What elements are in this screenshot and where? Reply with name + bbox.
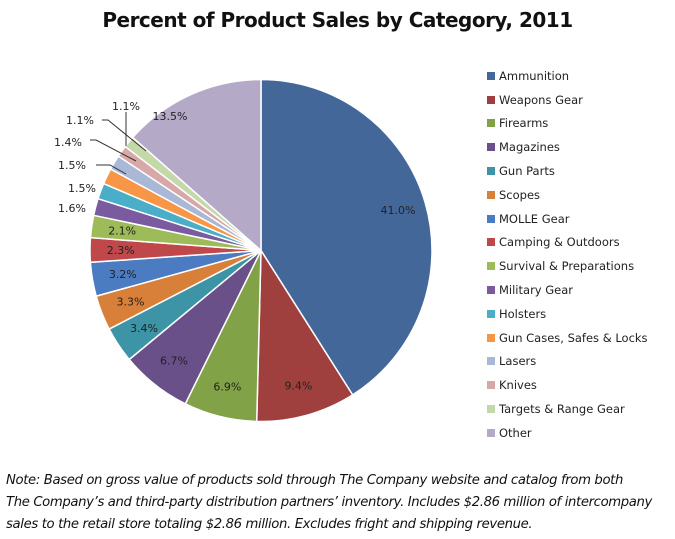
legend-label: Camping & Outdoors bbox=[499, 235, 620, 250]
legend-item-weapons-gear: Weapons Gear bbox=[487, 88, 648, 112]
legend-label: Ammunition bbox=[499, 68, 570, 83]
legend-label: Gun Parts bbox=[499, 164, 555, 179]
data-label-gun-cases-safes-and-locks: 1.5% bbox=[58, 159, 86, 172]
legend-item-lasers: Lasers bbox=[487, 350, 648, 374]
legend-item-camping-and-outdoors: Camping & Outdoors bbox=[487, 231, 648, 255]
data-label-knives: 1.1% bbox=[66, 114, 94, 127]
legend-label: Magazines bbox=[499, 140, 560, 155]
legend-item-military-gear: Military Gear bbox=[487, 278, 648, 302]
legend-label: Holsters bbox=[499, 306, 547, 321]
legend-item-other: Other bbox=[487, 421, 648, 445]
legend-swatch bbox=[487, 333, 495, 342]
data-label-firearms: 6.9% bbox=[213, 381, 241, 394]
legend-label: Firearms bbox=[499, 116, 549, 131]
legend-swatch bbox=[487, 143, 495, 152]
legend-swatch bbox=[487, 286, 495, 295]
legend-swatch bbox=[487, 71, 495, 80]
data-label-lasers: 1.4% bbox=[54, 136, 82, 149]
legend-item-magazines: Magazines bbox=[487, 135, 648, 159]
data-label-scopes: 3.3% bbox=[116, 296, 144, 309]
pie-slice-other bbox=[131, 78, 262, 253]
legend-swatch bbox=[487, 381, 495, 390]
footnote-line-3: sales to the retail store totaling $2.86… bbox=[6, 517, 533, 532]
legend-item-firearms: Firearms bbox=[487, 112, 648, 136]
leader-line-gun-cases-safes-and-locks bbox=[96, 164, 127, 175]
leader-line-knives bbox=[102, 119, 147, 152]
legend-swatch bbox=[487, 119, 495, 128]
data-label-gun-parts: 3.4% bbox=[130, 322, 158, 335]
legend-swatch bbox=[487, 357, 495, 366]
legend-item-survival-and-preparations: Survival & Preparations bbox=[487, 254, 648, 278]
legend-swatch bbox=[487, 190, 495, 199]
legend-swatch bbox=[487, 428, 495, 437]
legend-swatch bbox=[487, 214, 495, 223]
chart-title: Percent of Product Sales by Category, 20… bbox=[102, 8, 573, 32]
pie-slice-ammunition bbox=[260, 78, 433, 396]
pie-slice-weapons-gear bbox=[255, 248, 354, 423]
leader-line-lasers bbox=[90, 139, 137, 162]
data-label-other: 13.5% bbox=[153, 110, 188, 123]
legend-item-ammunition: Ammunition bbox=[487, 64, 648, 88]
legend-label: Other bbox=[499, 425, 532, 440]
legend-label: Lasers bbox=[499, 354, 537, 369]
data-label-camping-and-outdoors: 2.3% bbox=[107, 244, 135, 257]
legend-swatch bbox=[487, 238, 495, 247]
legend-label: Knives bbox=[499, 378, 537, 393]
legend-label: MOLLE Gear bbox=[499, 211, 570, 226]
legend-item-targets-and-range-gear: Targets & Range Gear bbox=[487, 397, 648, 421]
legend-item-knives: Knives bbox=[487, 373, 648, 397]
legend-item-holsters: Holsters bbox=[487, 302, 648, 326]
data-label-survival-and-preparations: 2.1% bbox=[108, 225, 136, 238]
footnote-line-1: Note: Based on gross value of products s… bbox=[6, 473, 623, 488]
legend-swatch bbox=[487, 309, 495, 318]
data-label-magazines: 6.7% bbox=[160, 354, 188, 367]
legend-label: Gun Cases, Safes & Locks bbox=[499, 330, 648, 345]
data-label-military-gear: 1.6% bbox=[58, 202, 86, 215]
footnote: Note: Based on gross value of products s… bbox=[6, 470, 652, 536]
data-label-molle-gear: 3.2% bbox=[109, 268, 137, 281]
legend-label: Targets & Range Gear bbox=[499, 402, 625, 417]
legend-swatch bbox=[487, 95, 495, 104]
footnote-line-2: The Company’s and third-party distributi… bbox=[6, 495, 652, 510]
data-label-targets-and-range-gear: 1.1% bbox=[112, 100, 140, 113]
data-label-ammunition: 41.0% bbox=[381, 204, 416, 217]
legend-swatch bbox=[487, 405, 495, 414]
legend-label: Scopes bbox=[499, 187, 541, 202]
legend-label: Survival & Preparations bbox=[499, 259, 635, 274]
legend-label: Weapons Gear bbox=[499, 92, 583, 107]
legend-swatch bbox=[487, 262, 495, 271]
legend-item-scopes: Scopes bbox=[487, 183, 648, 207]
legend-item-molle-gear: MOLLE Gear bbox=[487, 207, 648, 231]
data-label-holsters: 1.5% bbox=[68, 182, 96, 195]
legend-item-gun-cases-safes-and-locks: Gun Cases, Safes & Locks bbox=[487, 326, 648, 350]
legend-swatch bbox=[487, 167, 495, 176]
legend-label: Military Gear bbox=[499, 283, 574, 298]
legend: Ammunition Weapons Gear Firearms Magazines G… bbox=[487, 64, 648, 445]
data-label-weapons-gear: 9.4% bbox=[284, 380, 312, 393]
legend-item-gun-parts: Gun Parts bbox=[487, 159, 648, 183]
